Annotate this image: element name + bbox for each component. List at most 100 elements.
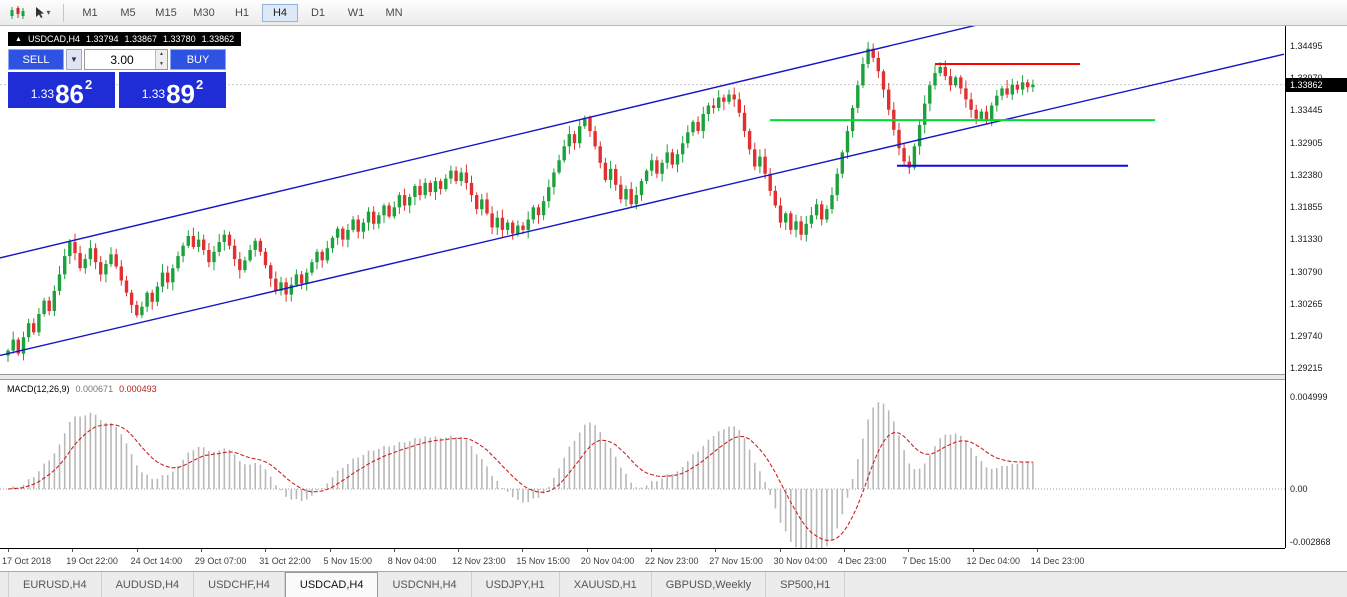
tab-audusd-h4[interactable]: AUDUSD,H4 <box>102 572 195 597</box>
time-axis-tick <box>329 549 331 552</box>
chart-ohlc-header: ▲ USDCAD,H4 1.33794 1.33867 1.33780 1.33… <box>8 32 242 46</box>
panel-splitter[interactable] <box>0 374 1285 380</box>
tab-gbpusd-weekly[interactable]: GBPUSD,Weekly <box>652 572 767 597</box>
time-axis-label: 15 Nov 15:00 <box>516 556 570 566</box>
volume-input[interactable] <box>85 50 167 69</box>
tab-sp500-h1[interactable]: SP500,H1 <box>766 572 846 597</box>
time-axis-tick <box>1036 549 1038 552</box>
timeframe-button-d1[interactable]: D1 <box>310 6 326 19</box>
timeframe-button-m15[interactable]: M15 <box>155 6 177 19</box>
sell-price-panel[interactable]: 1.33 86 2 <box>8 72 115 108</box>
chart-window: ▲ USDCAD,H4 1.33794 1.33867 1.33780 1.33… <box>0 26 1347 572</box>
time-axis-tick <box>458 549 460 552</box>
chevron-down-icon: ▼ <box>70 55 78 64</box>
time-axis-tick <box>72 549 74 552</box>
time-axis-label: 22 Nov 23:00 <box>645 556 699 566</box>
tab-usdcad-h4[interactable]: USDCAD,H4 <box>284 572 379 597</box>
trade-options-dropdown[interactable]: ▼ <box>66 49 82 70</box>
buy-price-big: 89 <box>166 78 196 109</box>
time-axis-label: 14 Dec 23:00 <box>1030 556 1085 566</box>
ohlc-low: 1.33780 <box>163 34 196 44</box>
toolbar-separator <box>63 3 64 22</box>
candlestick-chart-icon-svg <box>10 5 25 19</box>
timeframe-button-h4[interactable]: H4 <box>262 3 298 22</box>
time-axis-label: 20 Nov 04:00 <box>580 556 635 566</box>
symbol-marker-icon: ▲ <box>15 35 22 43</box>
tab-eurusd-h4[interactable]: EURUSD,H4 <box>8 572 102 597</box>
price-chart[interactable] <box>0 26 1285 374</box>
toolbar: ▾ M1 M5 M15 M30 H1 H4 D1 W1 MN <box>0 0 1347 26</box>
time-axis-label: 27 Nov 15:00 <box>709 556 763 566</box>
stepper-down-icon[interactable]: ▼ <box>156 59 167 69</box>
time-axis-tick <box>136 549 138 552</box>
time-axis-label: 19 Oct 22:00 <box>66 556 118 566</box>
time-axis-label: 29 Oct 07:00 <box>194 556 247 566</box>
one-click-trade-panel: SELL ▼ ▲ ▼ BUY 1.33 86 2 <box>8 49 226 108</box>
time-axis-tick <box>200 549 202 552</box>
time-axis-tick <box>779 549 781 552</box>
time-axis-label: 12 Nov 23:00 <box>452 556 506 566</box>
macd-panel[interactable] <box>0 380 1285 548</box>
sell-price-big: 86 <box>55 78 85 109</box>
tab-xauusd-h1[interactable]: XAUUSD,H1 <box>560 572 652 597</box>
chevron-down-icon: ▾ <box>46 8 51 17</box>
time-axis[interactable]: 17 Oct 2018 19 Oct 22:00 24 Oct 14:00 29 Oc… <box>0 548 1285 572</box>
time-axis-label: 30 Nov 04:00 <box>773 556 828 566</box>
stepper-up-icon[interactable]: ▲ <box>156 50 167 60</box>
price-axis-label: 1.30265 <box>1290 298 1323 309</box>
time-axis-label: 24 Oct 14:00 <box>130 556 183 566</box>
price-axis-label: 1.33970 <box>1290 73 1323 84</box>
price-axis-label: 1.29740 <box>1290 330 1323 341</box>
timeframe-button-m5[interactable]: M5 <box>120 6 136 19</box>
time-axis-tick <box>265 549 267 552</box>
timeframe-button-m1[interactable]: M1 <box>82 6 98 19</box>
timeframe-button-m30[interactable]: M30 <box>193 6 215 19</box>
time-axis-tick <box>972 549 974 552</box>
time-axis-label: 4 Dec 23:00 <box>837 556 887 566</box>
time-axis-tick <box>586 549 588 552</box>
tab-usdcnh-h4[interactable]: USDCNH,H4 <box>378 572 472 597</box>
timeframe-button-mn[interactable]: MN <box>385 6 403 19</box>
price-axis-label: 1.30790 <box>1290 266 1323 277</box>
price-axis-label: 1.31330 <box>1290 234 1323 245</box>
volume-stepper[interactable]: ▲ ▼ <box>155 50 167 69</box>
price-axis[interactable]: 1.33862 1.34495 1.33970 1.33445 1.32905 1.32… <box>1285 26 1347 548</box>
price-axis-label: 1.32905 <box>1290 137 1323 148</box>
cursor-tool-icon[interactable]: ▾ <box>31 3 55 23</box>
macd-signal-value: 0.000493 <box>119 384 157 394</box>
buy-button[interactable]: BUY <box>170 49 226 70</box>
sell-price-sup: 2 <box>85 77 93 92</box>
candlestick-chart-icon[interactable] <box>5 3 29 23</box>
volume-field-wrap: ▲ ▼ <box>84 49 168 70</box>
current-price-label: 1.33862 <box>1286 77 1347 92</box>
price-axis-label: 1.31855 <box>1290 202 1323 212</box>
ohlc-close: 1.33862 <box>201 34 235 44</box>
buy-price-panel[interactable]: 1.33 89 2 <box>119 72 226 108</box>
trade-row-controls: SELL ▼ ▲ ▼ BUY <box>8 49 226 70</box>
macd-axis-label: 0.004999 <box>1290 392 1328 403</box>
time-axis-label: 7 Dec 15:00 <box>902 556 951 566</box>
ohlc-open: 1.33794 <box>85 34 119 44</box>
chart-tabs: EURUSD,H4 AUDUSD,H4 USDCHF,H4 USDCAD,H4 USDC… <box>0 571 1347 597</box>
price-chart-svg <box>0 26 1285 362</box>
timeframe-button-w1[interactable]: W1 <box>347 6 365 19</box>
tab-usdchf-h4[interactable]: USDCHF,H4 <box>194 572 285 597</box>
price-axis-label: 1.32380 <box>1290 169 1323 180</box>
time-axis-label: 31 Oct 22:00 <box>259 556 311 566</box>
trade-row-prices: 1.33 86 2 1.33 89 2 <box>8 72 226 108</box>
buy-price-sup: 2 <box>196 77 204 92</box>
sell-price-prefix: 1.33 <box>30 87 55 101</box>
time-axis-tick <box>522 549 524 552</box>
cursor-icon-svg <box>36 6 45 18</box>
time-axis-tick <box>393 549 395 552</box>
sell-button[interactable]: SELL <box>8 49 64 70</box>
timeframe-button-h1[interactable]: H1 <box>234 6 250 19</box>
tab-usdjpy-h1[interactable]: USDJPY,H1 <box>472 572 560 597</box>
time-axis-label: 12 Dec 04:00 <box>966 556 1021 566</box>
macd-axis-label: -0.002868 <box>1290 536 1331 547</box>
buy-price-prefix: 1.33 <box>141 87 166 101</box>
price-axis-label: 1.29215 <box>1290 363 1323 373</box>
time-axis-label: 8 Nov 04:00 <box>387 556 437 566</box>
macd-name: MACD(12,26,9) <box>7 384 70 394</box>
